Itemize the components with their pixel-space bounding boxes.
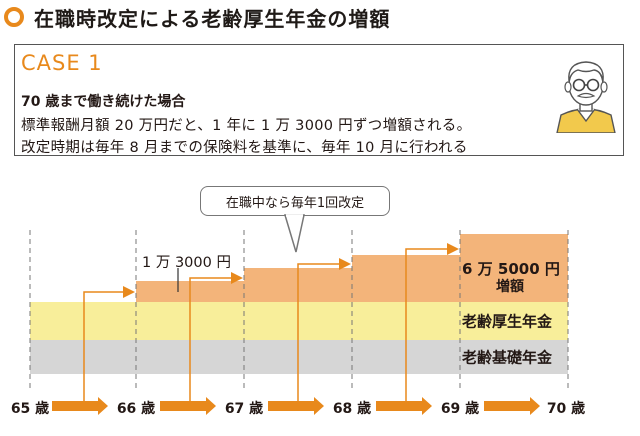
year-gridlines <box>29 230 569 392</box>
kiso-nenkin-band: 老齢基礎年金 <box>30 340 568 374</box>
age-label-68: 68 歳 <box>332 401 372 417</box>
case-description-line-2: 改定時期は毎年 8 月までの保険料を基準に、毎年 10 月に行われる <box>21 140 468 156</box>
circle-bullet-icon <box>4 7 24 27</box>
step-block-5 <box>460 234 568 242</box>
title-bar: 在職時改定による老齢厚生年金の増額 <box>4 2 390 32</box>
elderly-man-icon <box>556 61 616 133</box>
age-label-67: 67 歳 <box>224 401 264 417</box>
case-box: CASE 1 70 歳まで働き続けた場合 標準報酬月額 20 万円だと、1 年に… <box>14 44 624 156</box>
case-label: CASE 1 <box>21 51 103 75</box>
kosei-nenkin-band: 老齢厚生年金 <box>30 302 568 340</box>
age-label-66: 66 歳 <box>116 401 156 417</box>
age-label-70: 70 歳 <box>546 401 586 417</box>
page-title: 在職時改定による老齢厚生年金の増額 <box>34 6 391 31</box>
age-label-69: 69 歳 <box>440 401 480 417</box>
total-increase-amount: 6 万 5000 円 <box>462 260 560 278</box>
age-label-65: 65 歳 <box>10 401 50 417</box>
step-connectors <box>83 243 459 406</box>
callout-tail <box>283 214 305 253</box>
step-block-4 <box>460 242 568 255</box>
first-step-label: 1 万 3000 円 <box>142 255 231 271</box>
case-description-line-1: 標準報酬月額 20 万円だと、1 年に 1 万 3000 円ずつ増額される。 <box>21 118 472 134</box>
kiso-nenkin-label: 老齢基礎年金 <box>461 348 552 367</box>
timeline-arrows <box>52 397 540 415</box>
kosei-nenkin-label: 老齢厚生年金 <box>461 312 552 331</box>
case-heading: 70 歳まで働き続けた場合 <box>21 94 186 110</box>
callout-bubble: 在職中なら毎年1回改定 <box>200 186 390 216</box>
total-increase-suffix: 増額 <box>496 279 524 295</box>
